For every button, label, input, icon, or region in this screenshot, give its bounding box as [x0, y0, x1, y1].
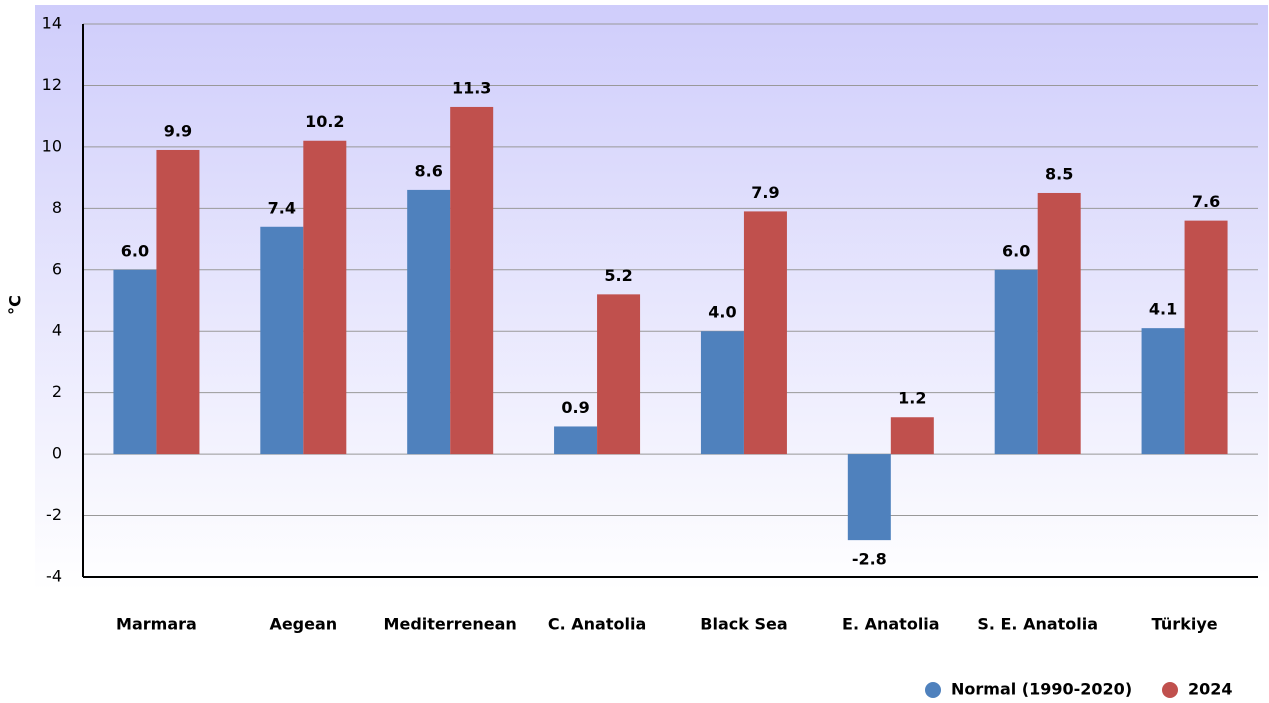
x-tick-label: Aegean	[269, 615, 337, 634]
value-label: 7.9	[751, 183, 779, 202]
y-tick-label: 10	[42, 136, 62, 155]
x-tick-label: C. Anatolia	[548, 615, 646, 634]
bar	[1037, 192, 1081, 455]
legend-label: Normal (1990-2020)	[951, 680, 1132, 699]
value-label: 4.1	[1149, 300, 1177, 319]
y-tick-label: 8	[52, 198, 62, 217]
bar	[700, 331, 744, 455]
legend-swatch	[1162, 682, 1178, 698]
bar	[847, 454, 891, 541]
value-label: 1.2	[898, 389, 926, 408]
legend-swatch	[925, 682, 941, 698]
y-tick-label: 2	[52, 382, 62, 401]
bar	[113, 269, 157, 455]
x-tick-label: Mediterrenean	[384, 615, 517, 634]
legend-label: 2024	[1188, 680, 1233, 699]
bar	[554, 426, 598, 455]
bar	[743, 211, 787, 455]
y-tick-label: 0	[52, 444, 62, 463]
value-label: 10.2	[305, 112, 344, 131]
x-tick-label: Marmara	[116, 615, 197, 634]
bar	[260, 226, 304, 455]
bar	[1141, 328, 1185, 455]
bar	[303, 140, 347, 455]
x-tick-label: E. Anatolia	[842, 615, 940, 634]
plot-background	[35, 5, 1268, 591]
value-label: 7.4	[268, 198, 296, 217]
value-label: 6.0	[1002, 241, 1030, 260]
value-label: 11.3	[452, 78, 491, 97]
bar	[1184, 220, 1228, 455]
x-tick-label: Türkiye	[1152, 615, 1218, 634]
value-label: 8.5	[1045, 164, 1073, 183]
bar	[450, 106, 494, 455]
y-tick-label: 6	[52, 259, 62, 278]
bar	[890, 417, 934, 455]
x-tick-label: S. E. Anatolia	[977, 615, 1098, 634]
value-label: 4.0	[708, 303, 736, 322]
value-label: 9.9	[164, 121, 192, 140]
y-tick-label: -4	[46, 567, 62, 586]
y-tick-label: -2	[46, 505, 62, 524]
y-tick-label: 14	[42, 14, 62, 33]
value-label: 0.9	[561, 398, 589, 417]
value-label: 5.2	[604, 266, 632, 285]
value-label: 8.6	[415, 161, 443, 180]
bar	[407, 189, 451, 455]
bar	[597, 294, 641, 455]
y-axis-label: °C	[6, 295, 25, 315]
bar	[156, 149, 200, 455]
y-tick-label: 4	[52, 321, 62, 340]
bar	[994, 269, 1038, 455]
x-tick-label: Black Sea	[700, 615, 787, 634]
y-tick-label: 12	[42, 75, 62, 94]
value-label: -2.8	[852, 550, 887, 569]
value-label: 6.0	[121, 241, 149, 260]
value-label: 7.6	[1192, 192, 1220, 211]
